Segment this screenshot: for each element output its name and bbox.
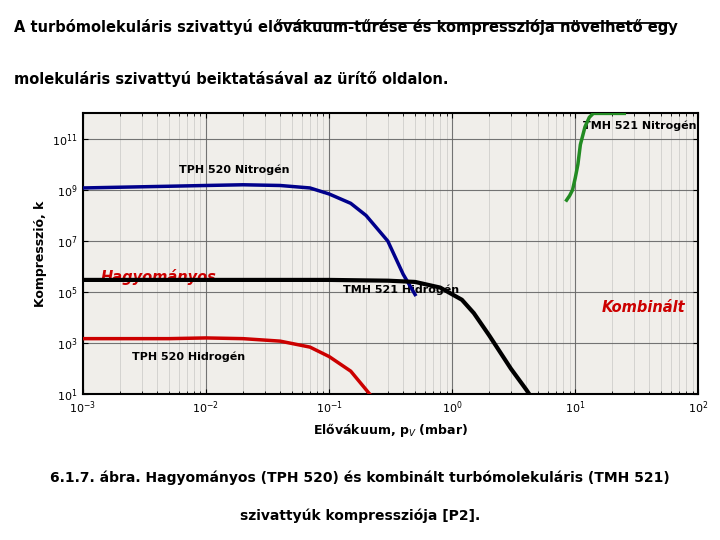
Text: TMH 521 Hidrogén: TMH 521 Hidrogén: [343, 284, 459, 294]
Y-axis label: Kompresszió, k: Kompresszió, k: [34, 201, 47, 307]
Text: Hagyományos: Hagyományos: [101, 269, 217, 285]
Text: 6.1.7. ábra. Hagyományos (TPH 520) és kombinált turbómolekuláris (TMH 521): 6.1.7. ábra. Hagyományos (TPH 520) és ko…: [50, 470, 670, 485]
Text: TPH 520 Nitrogén: TPH 520 Nitrogén: [179, 164, 289, 174]
Text: TMH 521 Nitrogén: TMH 521 Nitrogén: [582, 121, 696, 131]
X-axis label: Elővákuum, p$_V$ (mbar): Elővákuum, p$_V$ (mbar): [313, 421, 468, 439]
Text: A turbómolekuláris szivattyú elővákuum-tűrése és kompressziója növelhető egy: A turbómolekuláris szivattyú elővákuum-t…: [14, 18, 678, 35]
Text: szivattyúk kompressziója [P2].: szivattyúk kompressziója [P2].: [240, 508, 480, 523]
Text: molekuláris szivattyú beiktatásával az ürítő oldalon.: molekuláris szivattyú beiktatásával az ü…: [14, 71, 449, 87]
Text: TPH 520 Hidrogén: TPH 520 Hidrogén: [132, 352, 245, 362]
Text: Kombinált: Kombinált: [602, 300, 685, 315]
